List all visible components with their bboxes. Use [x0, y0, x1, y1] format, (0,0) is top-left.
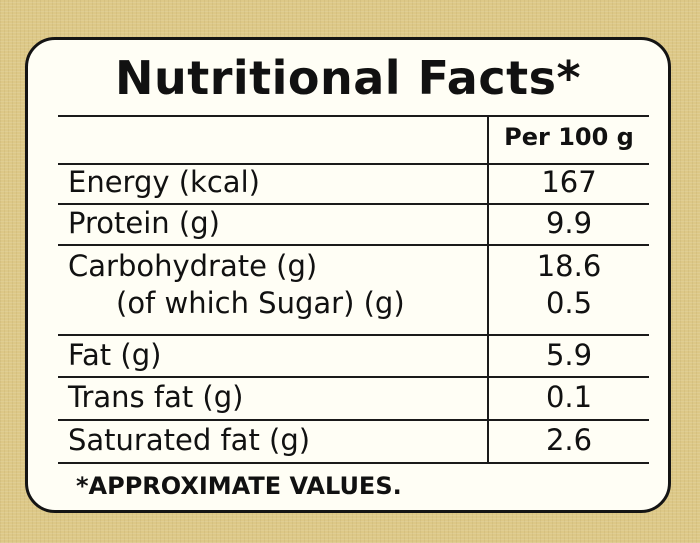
- nutrition-facts-card: Nutritional Facts* Per 100 g Energy (kca…: [25, 37, 671, 513]
- column-header-per-100g: Per 100 g: [504, 123, 634, 151]
- row-label-energy: Energy (kcal): [68, 165, 260, 199]
- row-label-fat: Fat (g): [68, 338, 162, 372]
- row-value-trans-fat: 0.1: [545, 380, 593, 414]
- row-value-energy: 167: [541, 165, 597, 199]
- row-value-carbohydrate: 18.6: [536, 249, 602, 283]
- table-rule: [58, 334, 649, 336]
- row-label-protein: Protein (g): [68, 206, 220, 240]
- nutrition-table: Per 100 g Energy (kcal) 167 Protein (g) …: [58, 115, 649, 466]
- row-label-sugar: (of which Sugar) (g): [116, 286, 405, 320]
- table-rule: [58, 376, 649, 378]
- row-value-fat: 5.9: [545, 338, 593, 372]
- table-rule: [58, 244, 649, 246]
- row-label-trans-fat: Trans fat (g): [68, 380, 244, 414]
- column-divider: [487, 115, 489, 464]
- row-value-saturated-fat: 2.6: [545, 423, 593, 457]
- row-label-saturated-fat: Saturated fat (g): [68, 423, 311, 457]
- table-rule: [58, 203, 649, 205]
- table-rule: [58, 419, 649, 421]
- table-rule: [58, 163, 649, 165]
- row-value-sugar: 0.5: [545, 286, 593, 320]
- table-rule: [58, 115, 649, 117]
- page-title: Nutritional Facts*: [114, 51, 582, 105]
- row-label-carbohydrate: Carbohydrate (g): [68, 249, 318, 283]
- footnote: *APPROXIMATE VALUES.: [76, 472, 402, 500]
- table-rule: [58, 462, 649, 464]
- row-value-protein: 9.9: [545, 206, 593, 240]
